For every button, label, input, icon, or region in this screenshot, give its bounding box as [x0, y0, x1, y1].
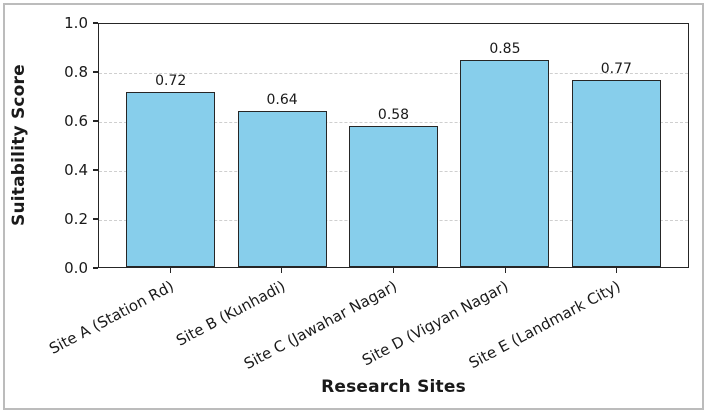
bar-value-label: 0.58 [377, 107, 410, 124]
bar-value-label: 0.85 [489, 41, 521, 58]
y-tick-mark [93, 218, 98, 220]
y-tick-mark [93, 169, 98, 171]
bar-slot: 0.58 [338, 24, 449, 267]
x-axis-label: Research Sites [321, 377, 466, 397]
x-tick-mark [281, 268, 283, 273]
bar-value-label: 0.64 [266, 92, 298, 109]
bar-slot: 0.85 [449, 24, 560, 267]
bar [126, 92, 216, 267]
plot-area: 0.72 0.64 0.58 0.85 0.77 [98, 23, 689, 268]
bar [348, 126, 439, 267]
y-tick-label: 0.2 [64, 210, 88, 228]
bar [571, 79, 661, 267]
gridline [99, 121, 688, 123]
y-tick-label: 0.4 [64, 161, 88, 179]
y-tick-mark [93, 71, 98, 73]
y-tick-mark [93, 22, 98, 24]
bar-slot: 0.72 [115, 24, 226, 267]
y-tick-label: 0.8 [64, 63, 88, 81]
bar [237, 111, 327, 267]
bar-slot: 0.64 [226, 24, 337, 267]
y-axis-label: Suitability Score [9, 64, 29, 227]
bar-value-label: 0.77 [600, 60, 632, 77]
y-tick-label: 0.0 [64, 259, 88, 277]
y-tick-label: 0.6 [64, 112, 88, 130]
bars-container: 0.72 0.64 0.58 0.85 0.77 [99, 24, 688, 267]
x-tick-mark [392, 268, 395, 273]
y-tick-mark [93, 120, 98, 122]
figure-border [3, 3, 704, 410]
y-tick-mark [93, 267, 98, 269]
x-tick-mark [169, 268, 171, 273]
x-tick-mark [504, 268, 506, 273]
y-tick-label: 1.0 [64, 14, 88, 32]
x-tick-mark [616, 268, 618, 273]
gridline [99, 72, 688, 74]
bar-slot: 0.77 [561, 24, 672, 267]
bar [460, 60, 550, 267]
bar-value-label: 0.72 [155, 73, 187, 90]
